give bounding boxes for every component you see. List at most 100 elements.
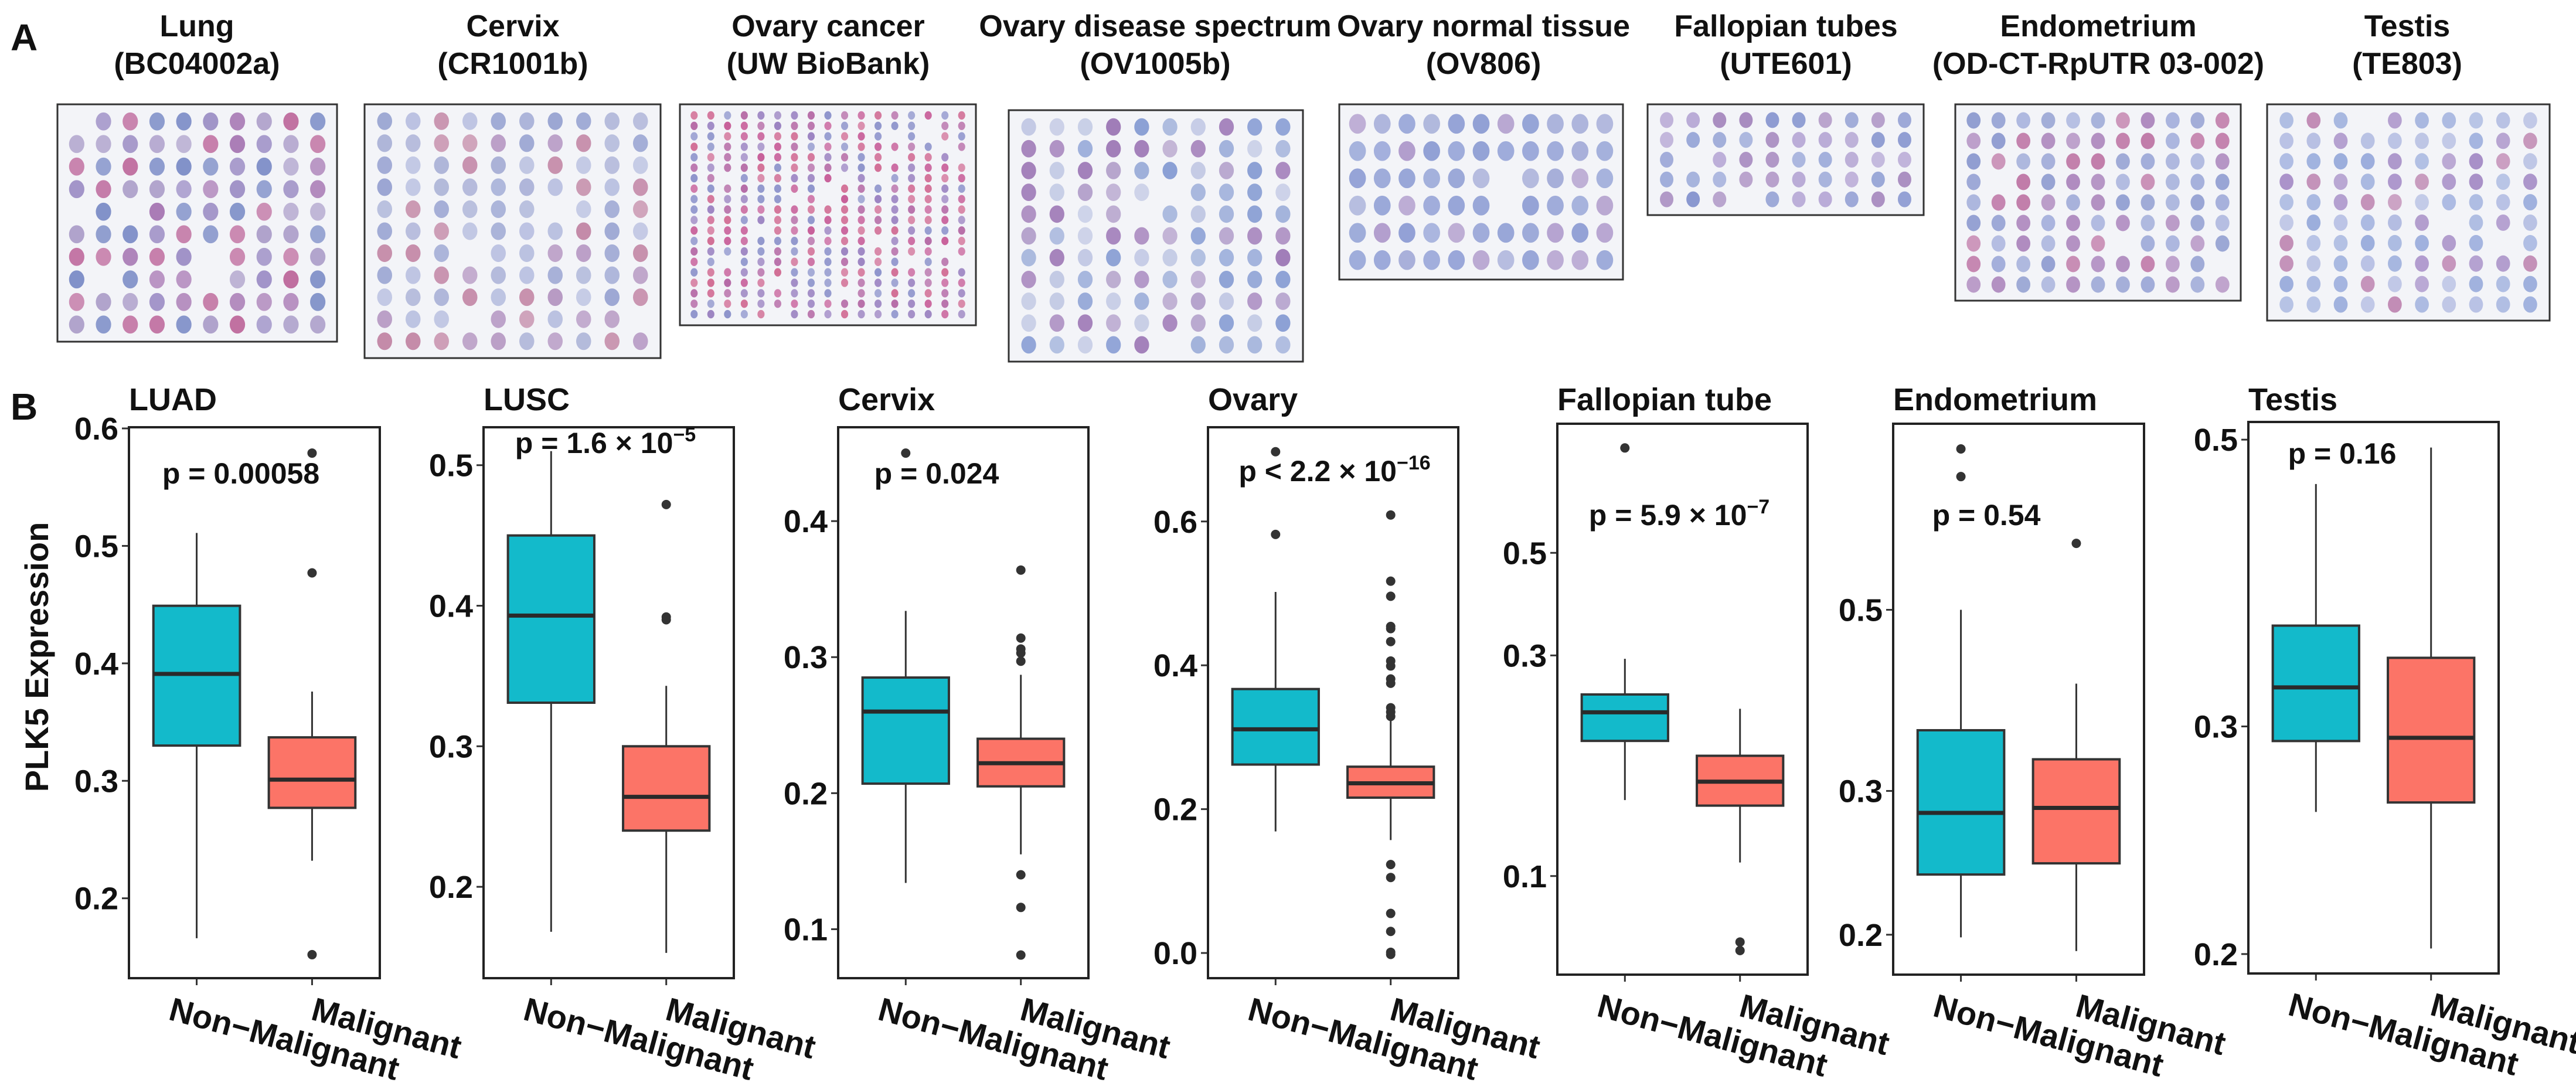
- tissue-core: [2360, 275, 2375, 292]
- tissue-core: [462, 200, 478, 218]
- tissue-core: [310, 180, 326, 199]
- tissue-core: [1134, 227, 1149, 245]
- tissue-core: [724, 184, 731, 193]
- tissue-core: [2066, 132, 2080, 149]
- tissue-core: [857, 111, 865, 120]
- y-tick-label: 0.6: [74, 411, 118, 447]
- tissue-core: [1275, 270, 1291, 288]
- y-tick-label: 0.1: [784, 912, 828, 947]
- tissue-core: [310, 202, 326, 221]
- p-value-text: p < 2.2 × 10: [1238, 455, 1397, 488]
- tissue-core: [1162, 118, 1178, 136]
- tissue-core: [908, 289, 916, 298]
- tissue-core: [807, 226, 815, 235]
- tissue-core: [941, 309, 949, 319]
- tissue-core: [840, 226, 849, 235]
- tissue-core: [1818, 191, 1832, 207]
- tissue-core: [491, 266, 506, 284]
- outlier-point: [1956, 444, 1966, 454]
- tissue-core: [1162, 227, 1178, 245]
- tissue-core: [740, 132, 748, 141]
- tissue-core: [924, 111, 932, 120]
- tissue-core: [2066, 276, 2080, 293]
- tissue-core: [807, 216, 815, 224]
- tissue-core: [1349, 141, 1366, 161]
- p-value-exponent: −16: [1397, 452, 1431, 474]
- tissue-core: [690, 247, 698, 256]
- tissue-core: [2306, 173, 2321, 190]
- tissue-core: [791, 216, 798, 224]
- tissue-core: [2141, 112, 2155, 129]
- tissue-core: [283, 157, 299, 176]
- p-value-text: p = 5.9 × 10: [1589, 499, 1747, 532]
- tissue-core: [1049, 314, 1064, 332]
- tissue-core: [576, 310, 591, 328]
- tissue-core: [1190, 227, 1206, 245]
- tissue-core: [2333, 112, 2348, 129]
- tissue-core: [1897, 132, 1911, 148]
- tissue-core: [2496, 296, 2510, 313]
- tissue-core: [122, 225, 138, 244]
- tissue-core: [2333, 194, 2348, 211]
- tissue-core: [2066, 215, 2080, 232]
- tissue-core: [2496, 173, 2510, 190]
- tissue-core: [2333, 255, 2348, 272]
- tissue-core: [740, 236, 748, 246]
- tissue-core: [2091, 194, 2105, 211]
- tissue-core: [2116, 194, 2130, 211]
- tissue-core: [2415, 153, 2429, 170]
- tissue-core: [807, 268, 815, 277]
- tissue-core: [1077, 183, 1093, 202]
- outlier-point: [1016, 648, 1026, 658]
- tissue-core: [1349, 114, 1366, 134]
- tissue-core: [857, 268, 865, 277]
- tissue-core: [1349, 168, 1366, 189]
- tissue-core: [757, 195, 765, 203]
- tissue-core: [2279, 132, 2293, 149]
- p-value-text: p = 0.16: [2288, 437, 2397, 470]
- tissue-core: [824, 132, 832, 141]
- tissue-core: [724, 268, 731, 277]
- tissue-core: [807, 142, 815, 151]
- tissue-core: [941, 111, 949, 120]
- tissue-core: [96, 225, 111, 244]
- tissue-core: [122, 270, 138, 289]
- tissue-core: [2041, 256, 2056, 273]
- tissue-core: [2306, 132, 2321, 149]
- p-value-label: p = 1.6 × 10−5: [515, 424, 696, 459]
- tissue-core: [690, 268, 698, 277]
- tissue-core: [1472, 168, 1490, 189]
- tissue-core: [1077, 270, 1093, 288]
- tissue-core: [1077, 336, 1093, 354]
- tissue-core: [604, 222, 620, 240]
- tissue-core: [1522, 114, 1539, 134]
- tissue-core: [1686, 191, 1700, 207]
- tissue-core: [874, 216, 882, 224]
- tissue-core: [840, 195, 849, 203]
- tissue-core: [1871, 151, 1885, 168]
- tissue-core: [1571, 168, 1589, 189]
- tissue-core: [1049, 292, 1064, 310]
- tissue-core: [405, 288, 421, 307]
- tissue-core: [757, 111, 765, 120]
- tissue-core: [924, 309, 932, 319]
- tissue-core: [2388, 214, 2402, 231]
- tissue-core: [1021, 139, 1036, 158]
- tissue-core: [1991, 132, 2006, 149]
- tissue-core: [229, 202, 246, 221]
- tissue-core: [857, 184, 865, 193]
- tissue-core: [1219, 314, 1234, 332]
- y-tick-label: 0.5: [429, 448, 473, 484]
- tissue-core: [1247, 248, 1263, 267]
- tissue-core: [2523, 234, 2537, 251]
- tissue-core: [2333, 296, 2348, 313]
- tissue-core: [2190, 215, 2205, 232]
- tissue-core: [891, 195, 899, 203]
- tissue-core: [908, 121, 916, 130]
- tissue-core: [757, 247, 765, 256]
- tissue-core: [774, 121, 781, 130]
- tissue-core: [203, 180, 219, 199]
- tissue-core: [1398, 168, 1415, 189]
- tissue-core: [857, 299, 865, 308]
- tissue-core: [434, 288, 450, 307]
